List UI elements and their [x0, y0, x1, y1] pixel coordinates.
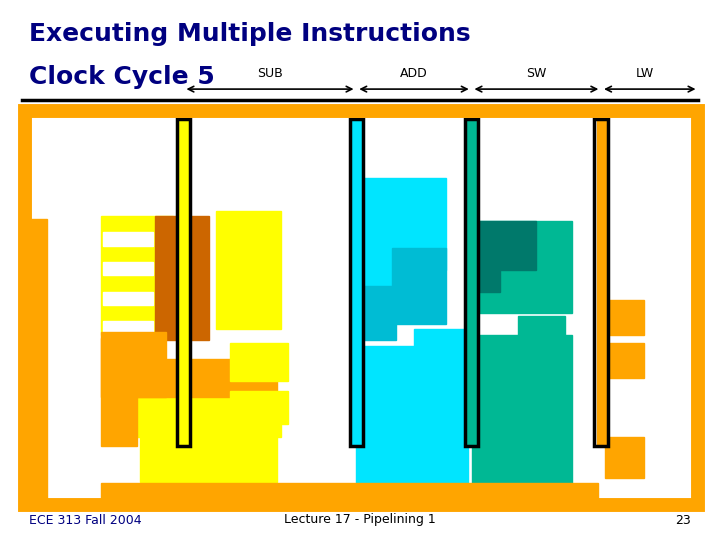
Bar [230, 343, 288, 381]
Text: ECE 313 Fall 2004: ECE 313 Fall 2004 [29, 514, 141, 526]
Bar [356, 346, 468, 486]
Bar [360, 178, 446, 270]
Bar [518, 316, 565, 351]
Text: Executing Multiple Instructions: Executing Multiple Instructions [29, 22, 470, 45]
Bar [392, 248, 446, 324]
Bar [596, 119, 606, 446]
Bar [356, 184, 400, 302]
Bar [230, 392, 288, 424]
Bar [414, 378, 472, 410]
Text: SW: SW [526, 67, 546, 80]
Bar [518, 359, 565, 392]
Bar [465, 119, 479, 446]
Bar [103, 232, 153, 246]
Bar [25, 219, 47, 500]
Bar [103, 292, 153, 305]
Bar [479, 221, 536, 270]
Bar [25, 111, 698, 505]
Bar [155, 216, 209, 340]
Bar [140, 436, 277, 482]
Bar [350, 119, 363, 446]
Bar [472, 335, 572, 491]
Bar [103, 321, 153, 335]
Bar [414, 329, 472, 373]
Bar [112, 359, 277, 397]
Bar [479, 221, 572, 313]
Bar [101, 216, 173, 335]
Bar [101, 332, 166, 397]
Bar [216, 211, 281, 329]
Bar [179, 119, 189, 446]
Text: SUB: SUB [257, 67, 283, 80]
Bar [605, 343, 644, 378]
Text: LW: LW [635, 67, 654, 80]
Text: Lecture 17 - Pipelining 1: Lecture 17 - Pipelining 1 [284, 514, 436, 526]
Bar [101, 338, 137, 446]
Bar [351, 119, 361, 446]
Bar [595, 119, 608, 446]
Text: 23: 23 [675, 514, 691, 526]
Bar [177, 119, 190, 446]
Bar [472, 243, 500, 292]
Bar [605, 300, 644, 335]
Bar [103, 262, 153, 275]
Bar [101, 483, 598, 504]
Bar [467, 119, 477, 446]
Text: Clock Cycle 5: Clock Cycle 5 [29, 65, 215, 89]
Bar [356, 286, 396, 340]
Bar [137, 397, 281, 437]
Bar [605, 437, 644, 478]
Text: ADD: ADD [400, 67, 428, 80]
